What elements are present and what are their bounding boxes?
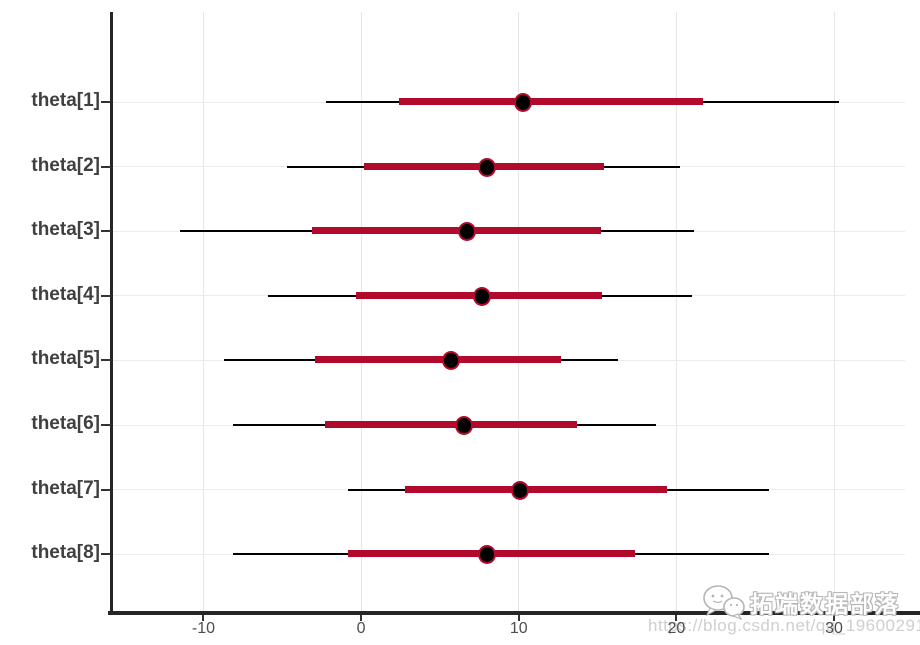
- x-tick-label: 30: [825, 620, 843, 637]
- y-tick-mark: [101, 101, 111, 103]
- point-estimate-dot: [454, 416, 473, 435]
- row-label: theta[2]: [31, 154, 100, 176]
- x-gridline: [360, 12, 362, 611]
- y-tick-mark: [101, 424, 111, 426]
- inner-interval-bar: [312, 227, 601, 235]
- watermark-brand-text: 拓端数据部落: [750, 591, 900, 617]
- inner-interval-bar: [405, 485, 667, 493]
- point-estimate-dot: [478, 545, 497, 565]
- x-tick-mark: [517, 615, 520, 621]
- point-estimate-dot: [473, 286, 492, 306]
- row-label: theta[1]: [31, 90, 100, 111]
- row-label: theta[7]: [31, 477, 100, 499]
- point-estimate-dot: [441, 351, 460, 371]
- x-gridline: [833, 12, 835, 611]
- x-tick-label: -10: [191, 620, 215, 637]
- x-axis-line: [108, 611, 920, 615]
- watermark-url-text: https://blog.csdn.net/qq_19600291: [648, 616, 920, 635]
- inner-interval-bar: [315, 356, 562, 364]
- y-tick-mark: [101, 165, 111, 168]
- x-gridline: [675, 12, 677, 611]
- x-tick-mark: [675, 615, 678, 621]
- x-tick-mark: [360, 615, 363, 621]
- x-tick-label: 0: [356, 620, 366, 637]
- y-axis-line: [110, 12, 113, 612]
- point-estimate-dot: [511, 480, 530, 500]
- wechat-bubbles-icon: [700, 583, 748, 626]
- row-label: theta[4]: [31, 283, 100, 305]
- y-tick-mark: [101, 553, 111, 556]
- x-tick-label: 20: [667, 620, 686, 637]
- inner-interval-bar: [324, 421, 578, 428]
- x-tick-mark: [202, 615, 205, 621]
- point-estimate-dot: [478, 157, 497, 177]
- y-tick-mark: [101, 359, 111, 362]
- x-gridline: [202, 12, 204, 611]
- x-tick-label: 10: [509, 620, 528, 637]
- x-gridline: [518, 12, 520, 611]
- row-label: theta[8]: [31, 542, 100, 564]
- row-label: theta[3]: [31, 219, 100, 241]
- row-label: theta[6]: [31, 413, 100, 434]
- y-tick-mark: [101, 294, 111, 297]
- point-estimate-dot: [457, 222, 476, 242]
- point-estimate-dot: [514, 93, 533, 112]
- x-tick-mark: [833, 615, 836, 621]
- inner-interval-bar: [398, 98, 704, 105]
- row-label: theta[5]: [31, 348, 100, 370]
- y-tick-mark: [101, 230, 111, 233]
- y-tick-mark: [101, 488, 111, 491]
